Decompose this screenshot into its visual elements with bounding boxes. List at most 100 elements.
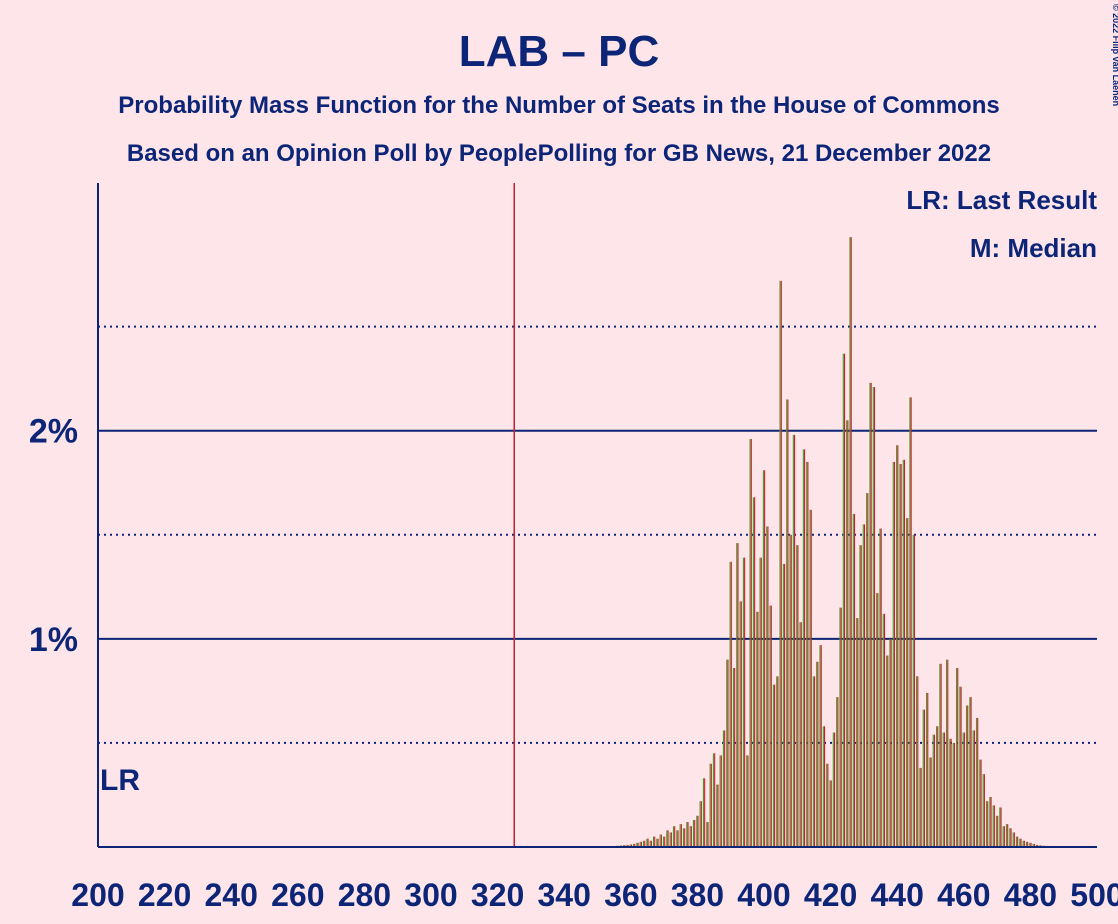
bar bbox=[973, 730, 975, 847]
bar bbox=[1002, 826, 1004, 847]
bar bbox=[810, 509, 812, 847]
x-tick-label: 300 bbox=[404, 877, 457, 913]
y-tick-label: 1% bbox=[29, 621, 78, 659]
bar bbox=[892, 461, 894, 847]
bar bbox=[927, 692, 929, 847]
bar bbox=[836, 697, 838, 847]
bar bbox=[774, 684, 776, 847]
bar bbox=[859, 545, 861, 847]
x-tick-label: 400 bbox=[737, 877, 790, 913]
bar bbox=[814, 676, 816, 847]
bar bbox=[780, 280, 782, 848]
bar bbox=[886, 655, 888, 847]
bar bbox=[700, 801, 702, 847]
bar bbox=[654, 836, 656, 847]
x-tick-label: 420 bbox=[804, 877, 857, 913]
bar bbox=[965, 705, 968, 847]
bar bbox=[833, 732, 836, 847]
bar bbox=[669, 832, 671, 847]
bar bbox=[947, 659, 949, 847]
bar bbox=[717, 784, 719, 847]
bar bbox=[930, 757, 932, 847]
bar bbox=[876, 593, 878, 847]
bar bbox=[969, 697, 971, 847]
bar bbox=[749, 439, 751, 847]
bar bbox=[656, 838, 658, 847]
bar bbox=[866, 493, 868, 847]
bar bbox=[789, 534, 791, 847]
bar bbox=[747, 755, 749, 847]
bar bbox=[935, 726, 938, 847]
bar bbox=[666, 830, 668, 847]
bar bbox=[806, 461, 808, 847]
bar bbox=[772, 684, 774, 847]
bar bbox=[949, 738, 951, 847]
bar bbox=[1017, 836, 1019, 847]
bar bbox=[817, 661, 819, 847]
bar bbox=[760, 557, 762, 847]
bar bbox=[999, 807, 1001, 847]
bar bbox=[912, 534, 914, 847]
bar bbox=[880, 528, 882, 847]
bar bbox=[637, 842, 639, 847]
bar bbox=[1019, 838, 1021, 847]
x-tick-label: 500 bbox=[1070, 877, 1118, 913]
bar bbox=[786, 399, 788, 847]
bar bbox=[902, 459, 904, 847]
bar bbox=[802, 449, 804, 847]
bar bbox=[659, 834, 661, 847]
bar bbox=[677, 830, 679, 847]
bar bbox=[777, 676, 779, 847]
bar bbox=[764, 470, 766, 847]
bar bbox=[650, 840, 652, 847]
bar bbox=[1029, 842, 1031, 847]
bar bbox=[900, 464, 902, 847]
bar bbox=[652, 836, 655, 847]
bar bbox=[792, 434, 794, 847]
bar bbox=[983, 774, 985, 847]
bar bbox=[910, 397, 912, 847]
bar bbox=[896, 445, 898, 847]
bar bbox=[744, 557, 746, 847]
bar bbox=[707, 822, 709, 847]
bar bbox=[784, 563, 786, 847]
bar bbox=[800, 622, 802, 847]
bar bbox=[820, 645, 822, 847]
bar bbox=[790, 534, 792, 847]
bar bbox=[903, 459, 906, 847]
bar bbox=[1030, 842, 1032, 847]
bar bbox=[730, 561, 732, 847]
bar bbox=[812, 676, 814, 847]
bar bbox=[734, 667, 736, 847]
bar bbox=[1033, 843, 1035, 847]
bar bbox=[937, 726, 939, 847]
bar bbox=[767, 526, 769, 847]
bar bbox=[746, 755, 748, 847]
bar bbox=[919, 767, 921, 847]
x-tick-label: 260 bbox=[271, 877, 324, 913]
bar bbox=[702, 778, 704, 847]
bar bbox=[710, 763, 712, 847]
bar bbox=[737, 543, 739, 847]
bar bbox=[1037, 844, 1039, 847]
bar bbox=[917, 676, 919, 847]
x-tick-label: 460 bbox=[937, 877, 990, 913]
bar bbox=[906, 518, 908, 847]
bar bbox=[626, 844, 628, 847]
bar bbox=[640, 841, 642, 847]
bar bbox=[776, 676, 778, 847]
bar bbox=[712, 753, 714, 847]
bar bbox=[995, 815, 998, 847]
bar bbox=[630, 844, 632, 847]
bar bbox=[827, 763, 829, 847]
y-tick-label: 2% bbox=[29, 413, 78, 451]
x-tick-label: 280 bbox=[338, 877, 391, 913]
bar bbox=[660, 834, 662, 847]
bar bbox=[1013, 832, 1015, 847]
bar bbox=[1005, 824, 1008, 847]
bar bbox=[696, 815, 698, 847]
bar bbox=[634, 843, 636, 847]
bar bbox=[769, 605, 771, 847]
bar bbox=[977, 717, 979, 847]
